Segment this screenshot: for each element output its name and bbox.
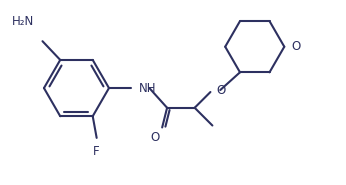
Text: O: O — [151, 131, 160, 144]
Text: O: O — [291, 40, 300, 53]
Text: O: O — [216, 84, 226, 97]
Text: F: F — [93, 145, 100, 158]
Text: H₂N: H₂N — [12, 15, 35, 28]
Text: NH: NH — [138, 82, 156, 95]
